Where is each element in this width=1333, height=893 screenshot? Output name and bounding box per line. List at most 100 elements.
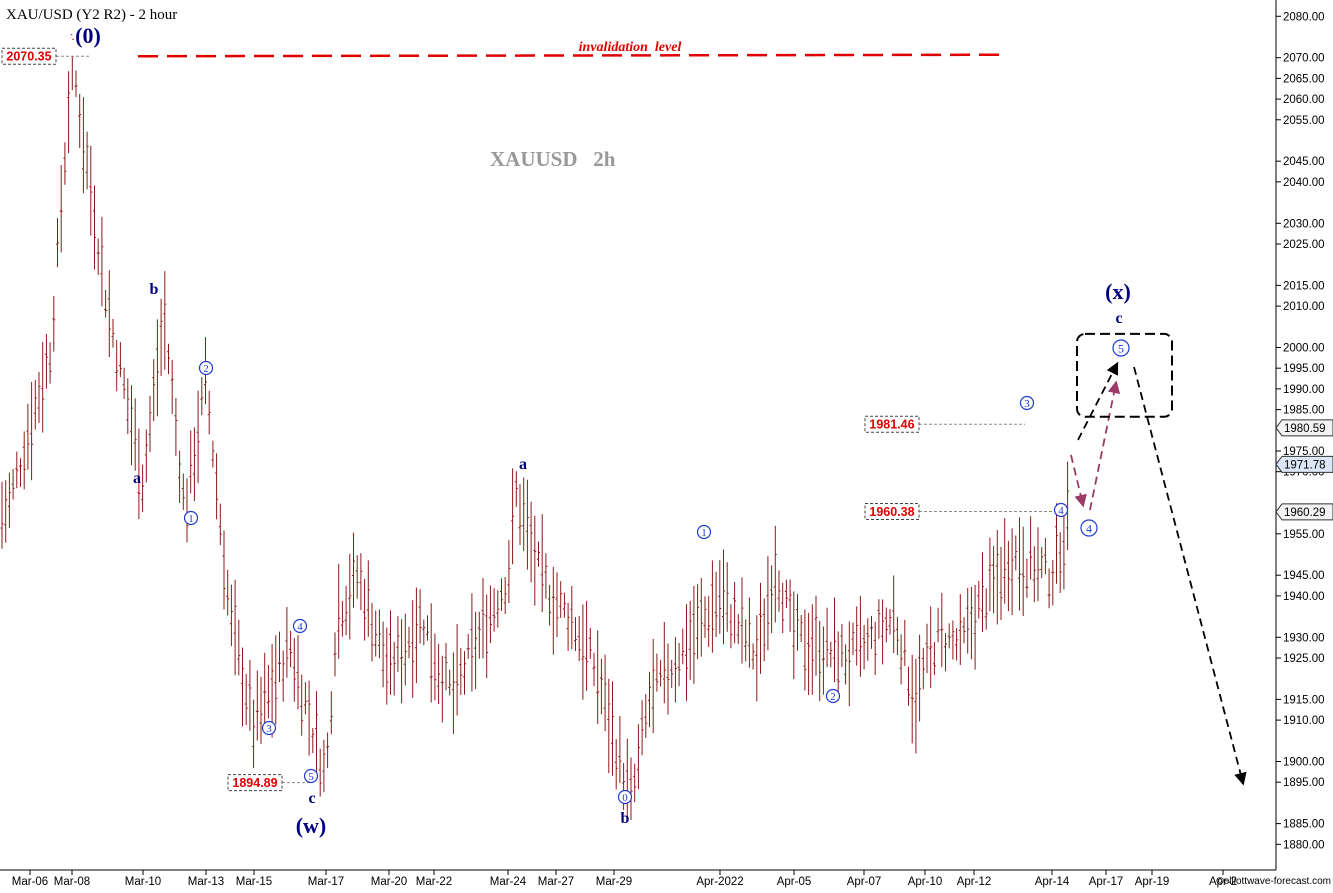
level-value: 1894.89 [232,776,277,790]
y-tick-label: 1995.00 [1283,363,1325,375]
invalidation-label: invalidation level [579,40,682,55]
x-tick-label: Mar-29 [596,876,632,888]
wave-circle-icon [1080,519,1098,537]
wave-label: 3 [266,723,272,735]
price-tag: 1971.78 [1275,455,1333,473]
y-tick-label: 2070.00 [1283,53,1325,65]
price-tag-value: 1971.78 [1284,459,1326,471]
x-tick-label: Mar-15 [236,876,272,888]
wave-circle-icon [1019,395,1035,411]
y-tick-label: 2030.00 [1283,218,1325,230]
y-tick-label: 2010.00 [1283,301,1325,313]
price-tag: 1980.59 [1275,419,1333,437]
wave-sub-label: a [133,470,141,487]
x-tick-label: Mar-22 [416,876,452,888]
y-tick-label: 1885.00 [1283,819,1325,831]
y-tick-label: 1975.00 [1283,446,1325,458]
y-tick-label: 1955.00 [1283,529,1325,541]
wave-sub-label: b [621,810,630,827]
x-tick-label: Mar-06 [12,876,48,888]
y-tick-label: 2065.00 [1283,73,1325,85]
wave-sub-label: c [1115,310,1122,327]
wave-circle-icon [198,360,214,376]
level-value: 1960.38 [869,505,914,519]
y-tick-label: 1940.00 [1283,591,1325,603]
x-tick-label: Apr-14 [1035,876,1070,888]
x-axis-ticks: Mar-06 Mar-08 Mar-10 Mar-13 Mar-15 Mar-17 Mar-… [12,870,1237,888]
copyright-text: ©elliottwave-forecast.com [1216,876,1331,887]
y-tick-label: 1925.00 [1283,653,1325,665]
projection-arrow [1070,454,1087,508]
wave-sub-label: b [150,281,159,298]
y-tick-label: 1880.00 [1283,839,1325,851]
wave-circle-icon [617,789,633,805]
x-tick-label: Apr-05 [777,876,812,888]
y-tick-label: 2060.00 [1283,94,1325,106]
y-tick-label: 2080.00 [1283,11,1325,23]
target-box [1076,332,1173,418]
y-tick-label: 2040.00 [1283,177,1325,189]
price-tag: 1960.29 [1275,503,1333,521]
wave-circle-icon [183,510,199,526]
x-tick-label: Mar-27 [538,876,574,888]
level-box [864,415,920,433]
y-tick-label: 1910.00 [1283,715,1325,727]
wave-label: 5 [1118,342,1124,356]
wave-circle-icon [303,768,319,784]
wave-label: 2 [830,691,836,703]
wave-label: 1 [188,513,194,525]
y-tick-label: 1900.00 [1283,756,1325,768]
level-value: 2070.35 [6,50,51,64]
level-box [1,47,57,65]
chart-title: XAU/USD (Y2 R2) - 2 hour [6,7,177,23]
x-tick-label: Mar-13 [188,876,224,888]
wave-sub-label: a [519,456,527,473]
wave-label: 4 [1086,522,1092,536]
y-tick-label: 1915.00 [1283,694,1325,706]
x-tick-label: Apr-12 [957,876,992,888]
y-tick-label: 1990.00 [1283,384,1325,396]
level-value: 1981.46 [869,418,914,432]
x-tick-label: Mar-08 [54,876,90,888]
wave-label: 0 [622,792,628,804]
y-tick-label: 2025.00 [1283,239,1325,251]
wave-label: 4 [297,621,303,633]
wave-degree-label: (0) [75,23,101,48]
projection-arrow [1133,366,1247,786]
y-axis-ticks: 1880.00 1885.00 1895.00 1900.00 1910.00 1915.… [1276,11,1325,851]
invalidation-level: invalidation level [137,40,1009,58]
x-tick-label: Apr-07 [847,876,882,888]
level-box [227,774,283,792]
projection-arrows [1070,361,1247,786]
x-tick-label: Apr-2 [1209,876,1237,888]
y-tick-label: 2055.00 [1283,115,1325,127]
wave-label: 3 [1024,398,1030,410]
wave-circle-icon [825,688,841,704]
wave-circle-icon [1053,502,1069,518]
wave-circle-icon [1112,339,1130,357]
y-tick-label: 1945.00 [1283,570,1325,582]
level-labels: 2070.35 1894.89 1981.46 1960.38 [1,47,1060,792]
projection-arrow [1077,361,1119,441]
y-tick-label: 1930.00 [1283,632,1325,644]
wave-label: 5 [308,771,314,783]
wave-label: 1 [701,527,707,539]
price-tag-value: 1980.59 [1284,423,1326,435]
y-tick-label: 2000.00 [1283,342,1325,354]
symbol-watermark: XAUUSD 2h [490,147,616,171]
x-tick-label: Apr-19 [1135,876,1170,888]
x-tick-label: Mar-10 [125,876,161,888]
y-tick-label: 2045.00 [1283,156,1325,168]
x-tick-label: Apr-17 [1089,876,1124,888]
y-tick-label: 1985.00 [1283,405,1325,417]
price-tag-value: 1960.29 [1284,507,1326,519]
x-tick-label: Apr-10 [908,876,943,888]
level-box [864,503,920,521]
price-bars [0,34,1070,820]
wave-circle-icon [292,618,308,634]
x-tick-label: Apr-2022 [696,876,743,888]
projection-arrow [1089,380,1121,511]
